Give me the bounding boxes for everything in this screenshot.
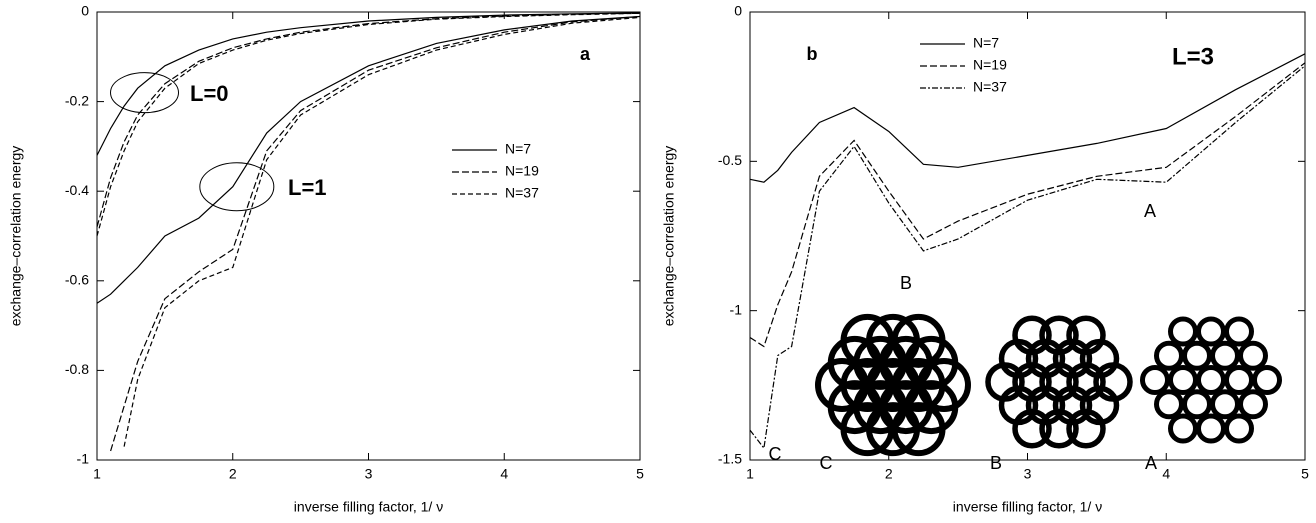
packing-diagram: [985, 315, 1133, 449]
packing-circle: [1210, 389, 1240, 420]
packing-circle: [1168, 316, 1198, 347]
series-line: [96, 12, 641, 237]
x-tick-label: 5: [636, 466, 644, 482]
legend-label: N=37: [973, 79, 1007, 95]
legend-label: N=7: [973, 35, 999, 51]
packing-circle: [1168, 365, 1198, 395]
diagram-label: C: [820, 453, 833, 473]
point-label: B: [900, 273, 912, 293]
series-line: [96, 15, 641, 304]
point-label: A: [1144, 201, 1156, 221]
annotation-ellipse: [199, 162, 275, 212]
packing-circle: [1154, 340, 1184, 371]
x-tick-label: 2: [885, 466, 893, 482]
y-tick-label: -1.5: [718, 451, 742, 467]
packing-circle: [891, 402, 946, 457]
y-tick-label: -0.8: [65, 361, 89, 377]
packing-circle: [1238, 389, 1268, 420]
panel-label: b: [807, 44, 818, 64]
x-axis-label: inverse filling factor, 1/ ν: [294, 499, 443, 515]
y-axis-label: exchange–correlation energy: [661, 146, 677, 327]
point-label: C: [769, 444, 782, 464]
x-tick-label: 3: [1024, 466, 1032, 482]
y-tick-label: -0.6: [65, 272, 89, 288]
packing-circle: [1039, 409, 1079, 449]
y-axis-label: exchange–correlation energy: [8, 146, 24, 327]
x-tick-label: 3: [365, 466, 373, 482]
packing-circle: [1196, 413, 1226, 444]
packing-diagram: [815, 313, 971, 457]
annotation-ellipse: [110, 72, 180, 114]
packing-circle: [1196, 316, 1226, 347]
series-line: [749, 53, 1306, 183]
packing-circle: [1140, 365, 1170, 395]
panel-label: a: [580, 44, 591, 64]
y-tick-label: 0: [734, 3, 742, 19]
series-line: [123, 16, 641, 447]
y-tick-label: -0.2: [65, 92, 89, 108]
packing-diagram: [1140, 316, 1282, 444]
x-tick-label: 2: [229, 466, 237, 482]
packing-circle: [1182, 340, 1212, 371]
packing-circle: [1182, 389, 1212, 420]
annotation: L=0: [190, 81, 229, 106]
legend-label: N=37: [505, 185, 539, 201]
annotation: L=3: [1172, 43, 1214, 70]
x-tick-label: 1: [746, 466, 754, 482]
packing-circle: [1210, 340, 1240, 371]
packing-circle: [1252, 365, 1282, 395]
packing-circle: [1224, 365, 1254, 395]
y-tick-label: -1: [730, 301, 743, 317]
series-line: [110, 15, 641, 452]
packing-circle: [1224, 413, 1254, 444]
annotation: L=1: [288, 175, 327, 200]
x-tick-label: 4: [1162, 466, 1170, 482]
legend-label: N=7: [505, 141, 531, 157]
x-axis-label: inverse filling factor, 1/ ν: [953, 499, 1102, 515]
packing-circle: [1012, 409, 1052, 449]
legend-label: N=19: [505, 163, 539, 179]
series-line: [96, 12, 641, 228]
packing-circle: [1238, 340, 1268, 371]
packing-circle: [1066, 409, 1106, 449]
diagram-label: B: [990, 453, 1002, 473]
y-tick-label: 0: [81, 3, 89, 19]
packing-circle: [866, 402, 920, 457]
series-line: [96, 12, 641, 156]
x-tick-label: 5: [1301, 466, 1309, 482]
plot-frame: [96, 11, 641, 461]
packing-circle: [1196, 365, 1226, 395]
x-tick-label: 1: [93, 466, 101, 482]
legend-label: N=19: [973, 57, 1007, 73]
packing-circle: [1224, 316, 1254, 347]
y-tick-label: -1: [77, 451, 90, 467]
series-line: [749, 62, 1306, 348]
diagram-label: A: [1145, 453, 1157, 473]
packing-circle: [1168, 413, 1198, 444]
y-tick-label: -0.5: [718, 152, 742, 168]
packing-circle: [1154, 389, 1184, 420]
y-tick-label: -0.4: [65, 182, 89, 198]
x-tick-label: 4: [500, 466, 508, 482]
